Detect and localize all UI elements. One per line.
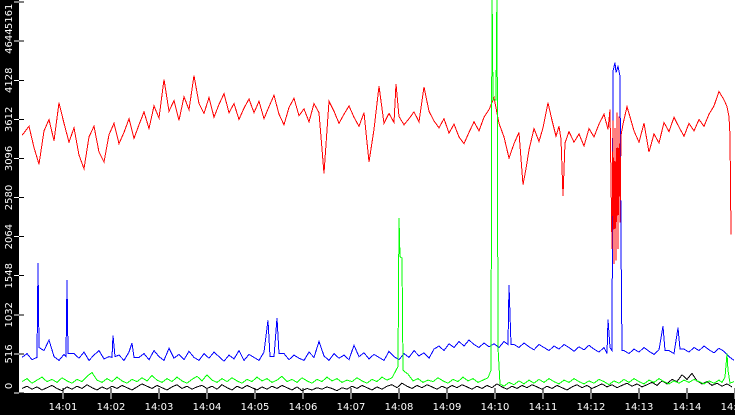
y-axis-band (0, 0, 19, 415)
x-axis-tick-label: 14:07 (337, 402, 366, 413)
green-series-line (21, 0, 735, 387)
y-axis-ticks (14, 1, 24, 394)
x-axis-tick-label: 14:04 (193, 402, 222, 413)
x-axis-tick-label: 14:14 (673, 402, 702, 413)
x-axis-tick-label: 14:09 (433, 402, 462, 413)
x-axis-tick-label: 14:08 (385, 402, 414, 413)
y-axis-tick-label: 4128 (4, 68, 15, 93)
y-axis-tick-label: 3612 (4, 107, 15, 132)
y-axis-tick-label: 5161 (4, 4, 15, 29)
x-axis-tick-label: 14:10 (481, 402, 510, 413)
x-axis-ticks (62, 388, 735, 399)
series-lines (21, 0, 735, 392)
x-axis-tick-label: 14:15 (721, 402, 735, 413)
x-axis-band (0, 393, 735, 415)
x-axis-tick-label: 14:01 (49, 402, 78, 413)
blue-series-line (21, 62, 735, 362)
x-axis-tick-label: 14:11 (529, 402, 558, 413)
x-axis-labels: 14:01 14:02 14:03 14:04 14:05 14:06 14:07 14:08… (49, 402, 735, 413)
y-axis-tick-label: 0 (4, 383, 15, 389)
x-axis-tick-label: 14:03 (145, 402, 174, 413)
black-series-line (21, 372, 733, 392)
x-axis-tick-label: 14:05 (241, 402, 270, 413)
x-axis-tick-label: 14:02 (97, 402, 126, 413)
x-axis-tick-label: 14:06 (289, 402, 318, 413)
y-axis-tick-label: 516 (4, 344, 15, 363)
x-axis-tick-label: 14:12 (577, 402, 606, 413)
y-axis-tick-label: 4644 (4, 28, 15, 53)
red-series-line (21, 75, 732, 265)
x-axis-tick-label: 14:13 (625, 402, 654, 413)
y-axis-tick-label: 1032 (4, 302, 15, 327)
y-axis-tick-label: 2064 (4, 224, 15, 249)
y-axis-tick-label: 1548 (4, 263, 15, 288)
y-axis-tick-label: 2580 (4, 185, 15, 210)
y-axis-tick-label: 3096 (4, 146, 15, 171)
